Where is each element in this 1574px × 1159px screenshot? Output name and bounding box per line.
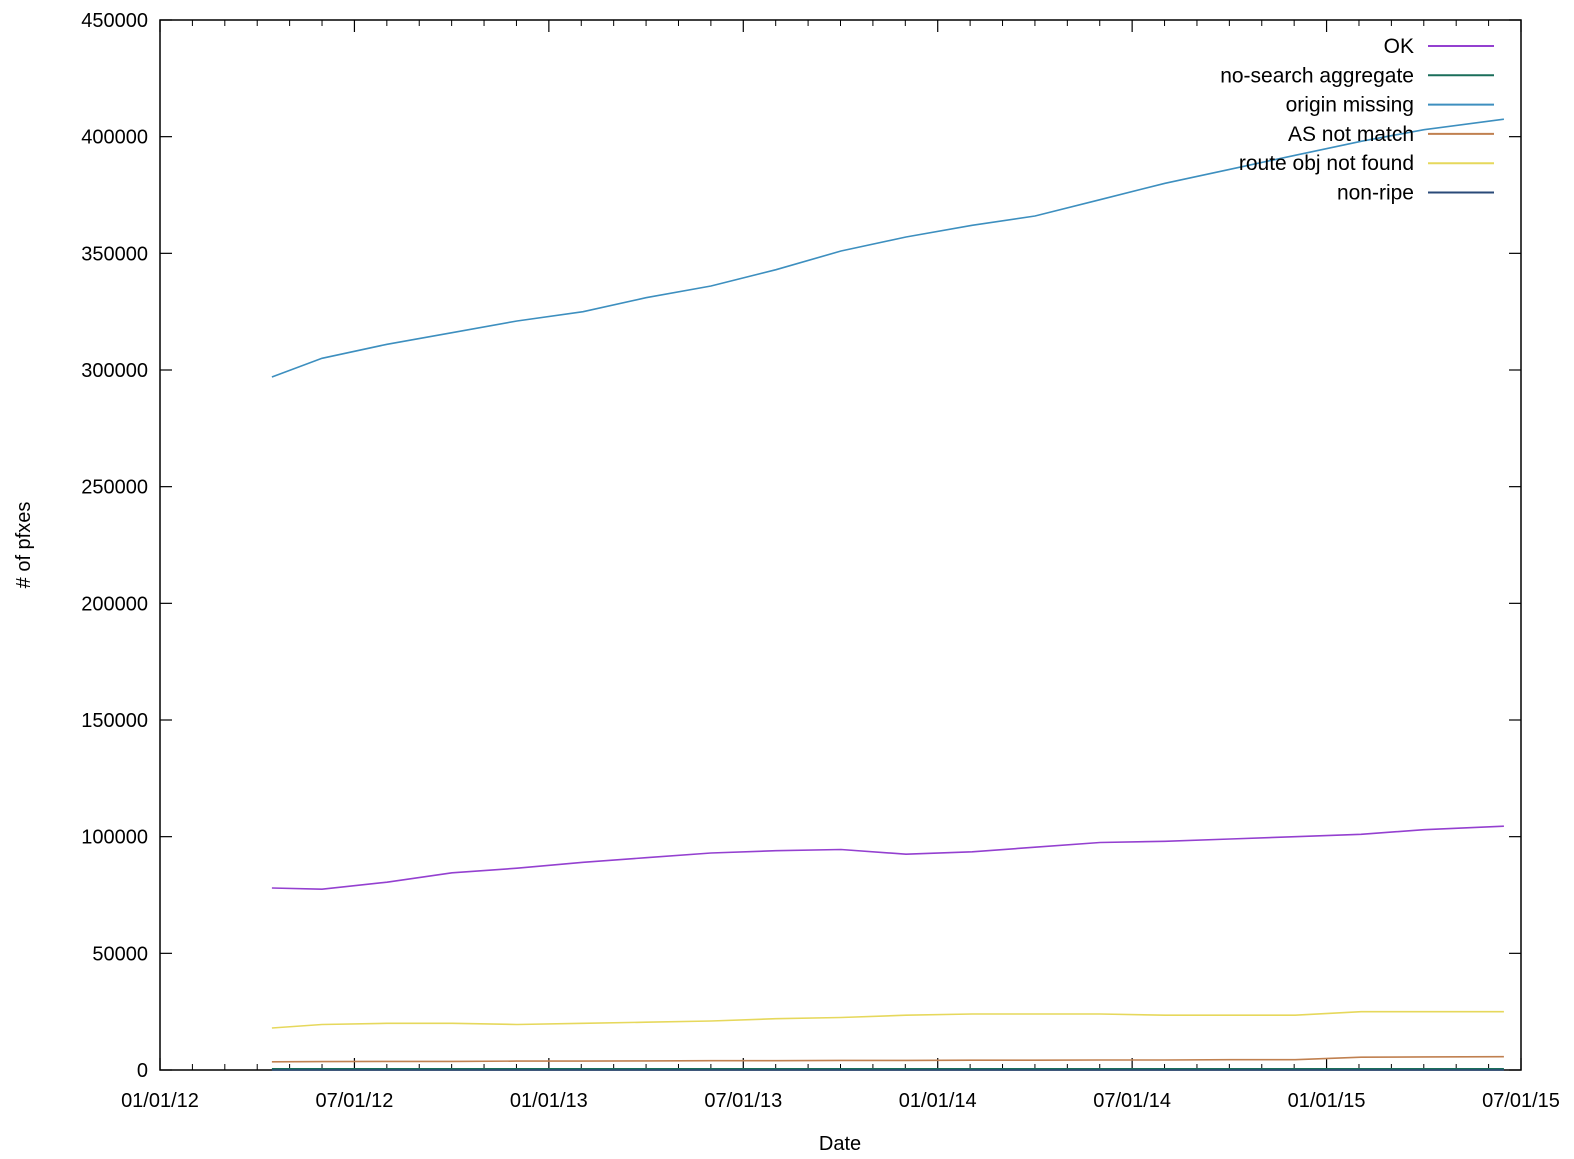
- y-tick-label: 250000: [81, 477, 148, 499]
- x-tick-label: 01/01/14: [899, 1090, 977, 1112]
- x-tick-label: 07/01/15: [1482, 1090, 1560, 1112]
- x-tick-label: 01/01/15: [1288, 1090, 1366, 1112]
- y-tick-label: 400000: [81, 127, 148, 149]
- y-tick-label: 450000: [81, 10, 148, 32]
- series-line-as-not-match: [271, 1055, 1504, 1063]
- legend-label: origin missing: [1286, 94, 1414, 117]
- x-tick-label: 07/01/12: [315, 1090, 393, 1112]
- x-tick-label: 07/01/14: [1093, 1090, 1171, 1112]
- plot-frame: [159, 19, 1522, 1071]
- y-tick-label: 350000: [81, 243, 148, 265]
- y-tick-label: 50000: [92, 943, 148, 965]
- y-tick-label: 200000: [81, 593, 148, 615]
- series-line-route-obj-not-found: [271, 1010, 1504, 1029]
- y-tick-label: 300000: [81, 360, 148, 382]
- legend-label: non-ripe: [1337, 182, 1414, 205]
- legend-label: OK: [1384, 35, 1414, 58]
- legend: OK no-search aggregate origin missing AS no…: [1220, 35, 1494, 205]
- x-tick-label: 01/01/13: [510, 1090, 588, 1112]
- x-axis: 01/01/12 07/01/12 01/01/13 07/01/13 01/01/14…: [121, 20, 1560, 1112]
- x-axis-label: Date: [819, 1133, 861, 1155]
- series-line-origin-missing: [271, 118, 1505, 378]
- legend-label: AS not match: [1288, 123, 1414, 146]
- y-axis: 0 50000 100000 150000 200000 250000 300000 3500…: [81, 10, 1521, 1082]
- y-tick-label: 0: [137, 1060, 148, 1082]
- y-tick-label: 150000: [81, 710, 148, 732]
- series-line-ok: [271, 825, 1504, 891]
- legend-label: route obj not found: [1239, 152, 1414, 175]
- x-tick-label: 07/01/13: [704, 1090, 782, 1112]
- legend-label: no-search aggregate: [1220, 64, 1414, 87]
- y-tick-label: 100000: [81, 827, 148, 849]
- y-axis-label: # of pfxes: [13, 502, 35, 589]
- x-tick-label: 01/01/12: [121, 1090, 199, 1112]
- series-group: [271, 118, 1505, 1071]
